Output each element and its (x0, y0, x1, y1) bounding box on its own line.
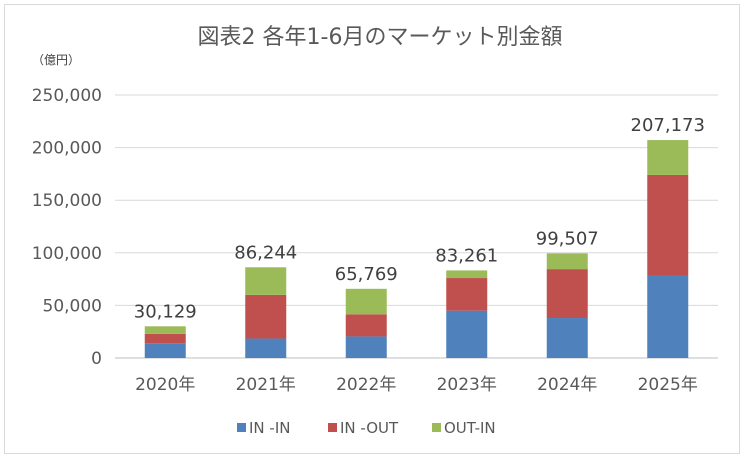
bar-segment-in-out (647, 174, 689, 276)
y-tick-label: 150,000 (32, 191, 102, 211)
bar-segment-in-out (446, 278, 488, 311)
y-tick-label: 50,000 (43, 296, 102, 316)
bar-segment-in-in (446, 310, 488, 358)
bar-segment-out-in (546, 253, 588, 270)
chart-title: 図表2 各年1-6月のマーケット別金額 (198, 25, 563, 50)
y-axis-unit-label: （億円） (32, 53, 80, 67)
total-data-label: 30,129 (134, 301, 197, 322)
y-tick-label: 250,000 (32, 86, 102, 106)
legend-label: IN -IN (249, 419, 290, 437)
bar-segment-in-in (546, 318, 588, 358)
legend-swatch (237, 423, 246, 432)
x-tick-label: 2024年 (537, 375, 597, 395)
total-data-label: 99,507 (536, 228, 599, 249)
chart-frame (4, 4, 740, 454)
x-tick-label: 2023年 (437, 375, 497, 395)
bar-segment-in-out (345, 314, 387, 337)
legend-label: IN -OUT (340, 419, 399, 437)
bar-segment-out-in (345, 288, 387, 315)
bar-segment-out-in (144, 326, 186, 334)
x-tick-label: 2020年 (135, 375, 195, 395)
legend-swatch (432, 423, 441, 432)
bar-segment-in-in (647, 275, 689, 358)
total-data-label: 86,244 (234, 242, 297, 263)
legend-swatch (328, 423, 337, 432)
total-data-label: 83,261 (435, 245, 498, 266)
x-tick-label: 2022年 (336, 375, 396, 395)
bar-segment-out-in (245, 267, 287, 295)
total-data-label: 65,769 (335, 264, 398, 285)
bar-segment-in-out (245, 294, 287, 339)
legend-label: OUT-IN (444, 419, 496, 437)
bar-segment-in-out (546, 269, 588, 319)
x-tick-label: 2025年 (638, 375, 698, 395)
y-tick-label: 100,000 (32, 244, 102, 264)
bar-segment-in-in (345, 336, 387, 358)
bar-segment-in-out (144, 333, 186, 344)
bar-segment-in-in (144, 343, 186, 358)
x-tick-label: 2021年 (236, 375, 296, 395)
bar-segment-out-in (446, 270, 488, 279)
bar-segment-out-in (647, 140, 689, 175)
total-data-label: 207,173 (631, 115, 705, 136)
y-tick-label: 0 (91, 349, 102, 369)
y-tick-label: 200,000 (32, 139, 102, 159)
bar-segment-in-in (245, 338, 287, 358)
